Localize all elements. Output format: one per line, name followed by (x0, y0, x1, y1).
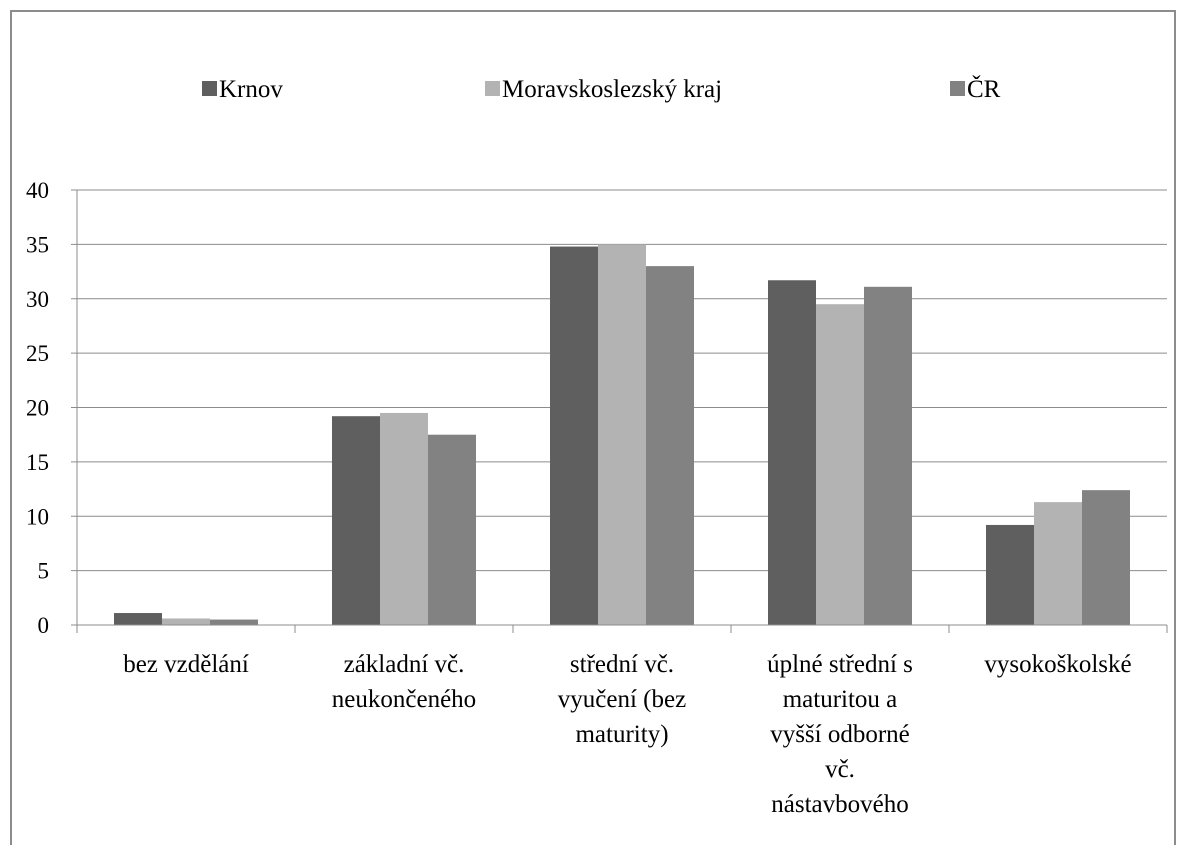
bar-2-2 (380, 412, 428, 625)
category-label: vyučení (bez (558, 686, 686, 713)
y-tick-label: 10 (26, 504, 49, 529)
category-label: vyšší odborné (770, 721, 910, 748)
category-label: střední vč. (570, 651, 674, 678)
bar-3-1 (210, 619, 258, 625)
legend-swatch (950, 81, 965, 96)
legend-label: Krnov (219, 76, 283, 103)
category-label: základní vč. (344, 651, 465, 678)
category-label: úplné střední s (767, 651, 913, 678)
bar-3-3 (646, 266, 694, 625)
y-tick-label: 40 (26, 178, 49, 203)
x-axis: bez vzdělání základní vč. neukončeného stře… (76, 624, 1168, 818)
y-tick-label: 35 (26, 232, 49, 257)
bar-1-1 (114, 613, 162, 625)
bar-2-3 (598, 244, 646, 625)
legend-swatch (202, 81, 217, 96)
bars (114, 244, 1130, 626)
y-tick-label: 15 (26, 450, 49, 475)
bar-1-3 (550, 246, 598, 626)
bar-3-5 (1082, 490, 1130, 625)
category-label: maturitou a (783, 686, 898, 713)
legend-swatch (485, 81, 500, 96)
bar-3-2 (428, 434, 476, 625)
bar-3-4 (864, 286, 912, 625)
bar-2-5 (1034, 502, 1082, 625)
chart-frame (10, 10, 1176, 845)
bar-1-5 (986, 524, 1034, 625)
y-tick-label: 30 (26, 287, 49, 312)
category-label: nástavbového (771, 791, 908, 818)
bar-2-4 (816, 304, 864, 625)
legend-label: Moravskoslezský kraj (502, 76, 722, 103)
legend: Krnov Moravskoslezský kraj ČR (202, 75, 1001, 103)
category-label: bez vzdělání (123, 651, 249, 678)
category-label: vč. (825, 756, 855, 783)
y-tick-label: 25 (26, 341, 49, 366)
bar-1-4 (768, 280, 816, 625)
y-tick-label: 20 (26, 396, 49, 421)
bar-2-1 (162, 618, 210, 625)
y-axis: 0 5 10 15 20 25 30 35 40 (26, 178, 78, 638)
legend-label: ČR (967, 75, 1001, 103)
category-label: vysokoškolské (984, 651, 1131, 678)
bar-1-2 (332, 416, 380, 625)
category-label: neukončeného (332, 686, 476, 713)
y-tick-label: 0 (38, 613, 50, 638)
category-label: maturity) (575, 721, 668, 748)
y-tick-label: 5 (38, 559, 50, 584)
